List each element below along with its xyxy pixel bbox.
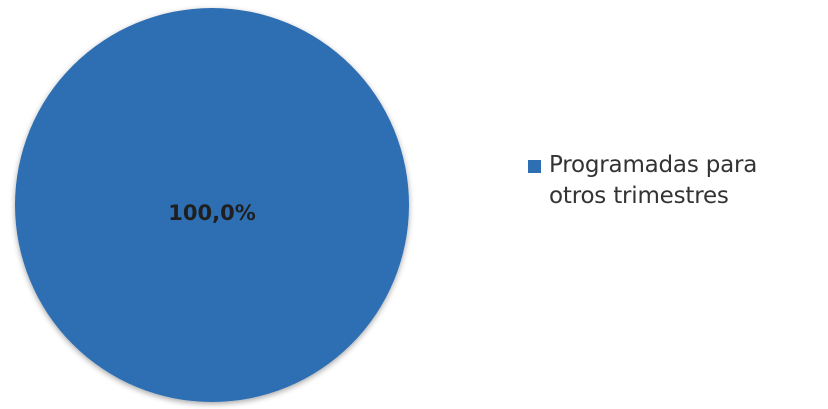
legend-swatch [528, 160, 541, 173]
slice-data-label: 100,0% [168, 201, 255, 225]
legend-label: Programadas para otros trimestres [549, 152, 758, 209]
legend: Programadas para otros trimestres [528, 150, 824, 212]
pie-slices [15, 8, 409, 402]
pie-slice [15, 8, 409, 402]
